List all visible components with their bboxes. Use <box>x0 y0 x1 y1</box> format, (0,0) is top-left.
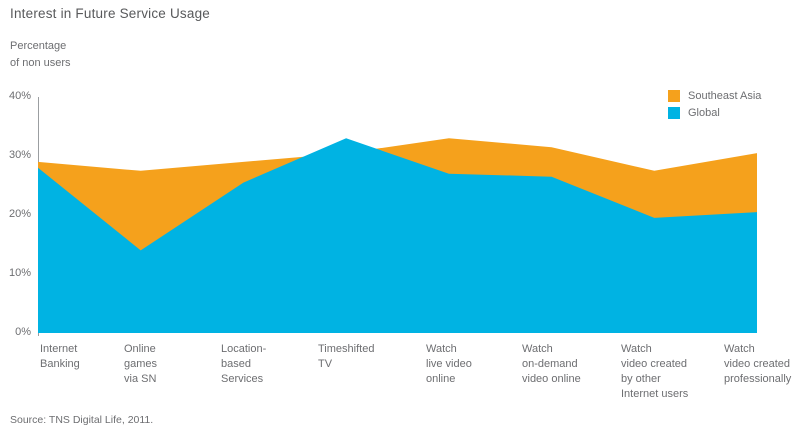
y-axis-tick-label: 20% <box>8 208 31 220</box>
chart-legend: Southeast Asia Global <box>668 90 761 124</box>
x-axis-label: Online games via SN <box>124 343 158 385</box>
legend-item: Global <box>668 107 761 119</box>
y-axis-tick-label: 10% <box>8 267 31 279</box>
legend-label: Global <box>688 107 720 119</box>
legend-swatch-icon <box>668 90 680 102</box>
y-axis-caption: Percentage of non users <box>10 40 71 69</box>
area-chart-plot <box>38 138 757 333</box>
x-axis-label: Watch video created professionally <box>724 343 792 385</box>
x-axis-label: Internet Banking <box>40 343 80 370</box>
x-axis-label: Location- based Services <box>221 343 267 385</box>
x-axis-label: Timeshifted TV <box>318 343 375 370</box>
chart-title: Interest in Future Service Usage <box>10 6 210 21</box>
x-axis-label: Watch on-demand video online <box>522 343 581 385</box>
area-series-global <box>38 138 757 333</box>
legend-swatch-icon <box>668 107 680 119</box>
source-note: Source: TNS Digital Life, 2011. <box>10 414 154 426</box>
x-axis-label: Watch live video online <box>426 343 472 385</box>
y-axis-tick-label: 30% <box>8 149 31 161</box>
y-axis-tick-label: 40% <box>8 90 31 102</box>
legend-item: Southeast Asia <box>668 90 761 102</box>
legend-label: Southeast Asia <box>688 90 762 102</box>
x-axis-label: Watch video created by other Internet us… <box>621 343 689 400</box>
y-axis-tick-label: 0% <box>15 326 31 338</box>
